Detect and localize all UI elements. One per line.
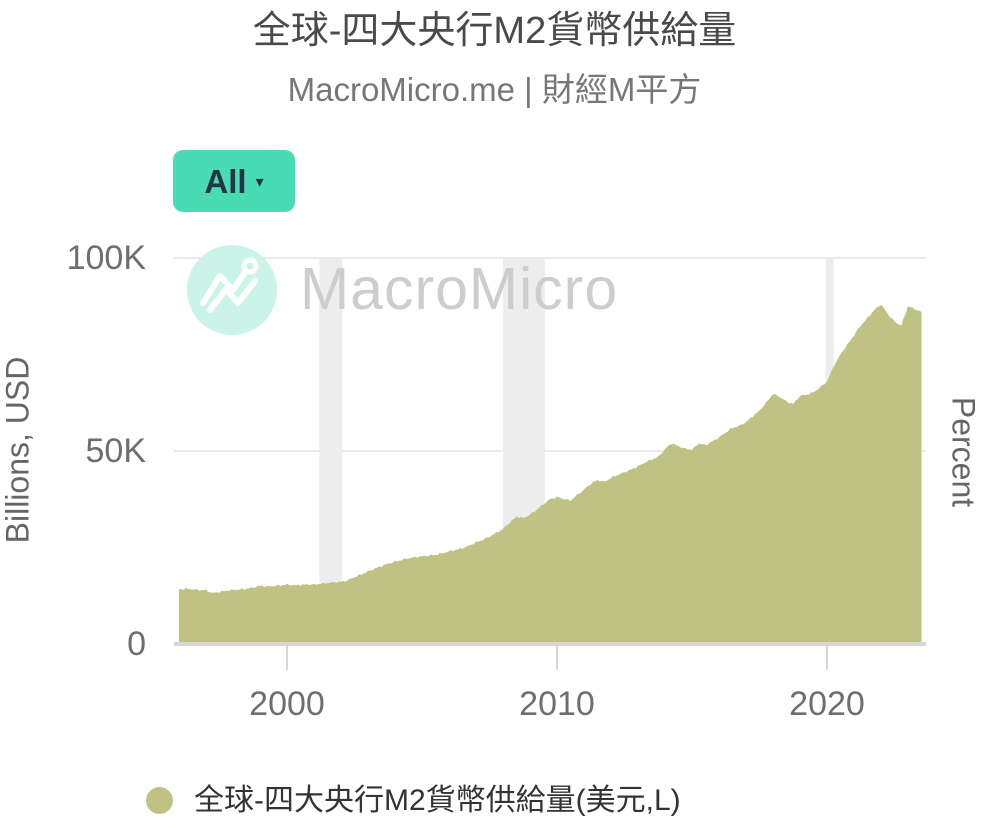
x-tick-label: 2010	[519, 685, 595, 723]
m2-area-series	[179, 305, 922, 644]
legend-item-label[interactable]: 全球-四大央行M2貨幣供給量(美元,L)	[194, 784, 681, 817]
legend-color-dot-icon	[146, 787, 173, 814]
chart-plot-area[interactable]	[174, 252, 926, 676]
y-tick-label: 0	[127, 625, 146, 663]
legend: 全球-四大央行M2貨幣供給量(美元,L)	[146, 780, 681, 821]
range-selector-button[interactable]: All ▾	[173, 150, 295, 212]
range-selector-label: All	[204, 162, 247, 200]
y-axis-title-left: Billions, USD	[0, 356, 36, 544]
y-tick-label: 100K	[66, 239, 146, 277]
watermark-brand-text: MacroMicro	[300, 256, 619, 322]
y-axis-title-right: Percent	[945, 396, 982, 508]
recession-band	[319, 258, 343, 644]
chevron-down-icon: ▾	[255, 174, 264, 191]
macromicro-logo-icon	[187, 245, 277, 335]
x-tick-label: 2000	[249, 685, 325, 723]
page-subtitle: MacroMicro.me | 財經M平方	[287, 71, 702, 108]
page-title: 全球-四大央行M2貨幣供給量	[252, 10, 737, 52]
x-tick-label: 2020	[789, 685, 865, 723]
y-tick-label: 50K	[85, 432, 147, 470]
